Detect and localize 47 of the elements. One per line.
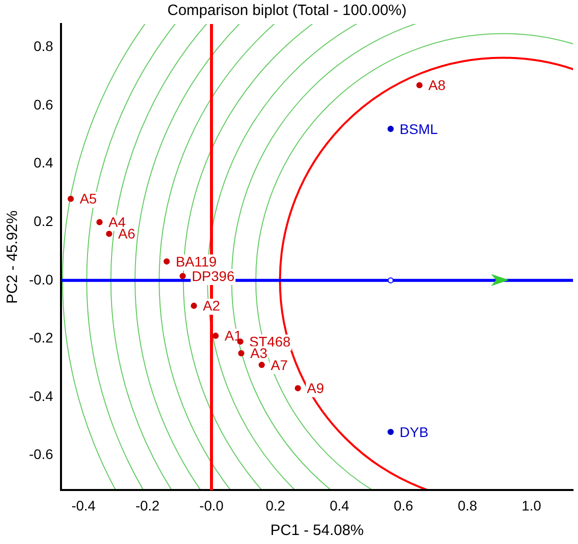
y-tick-label: -0.0 — [29, 271, 54, 288]
annotation: A7 — [270, 356, 288, 373]
x-tick-label: 0.8 — [458, 497, 478, 514]
y-axis-title: PC2 - 45.92% — [4, 210, 22, 304]
point — [388, 428, 394, 436]
annotation: A8 — [428, 77, 446, 94]
annotation: A2 — [202, 298, 220, 314]
annotation: A4 — [108, 214, 126, 230]
point — [238, 350, 244, 356]
point — [212, 332, 219, 339]
x-tick-label: 0.4 — [330, 497, 350, 514]
annotation: A9 — [306, 380, 324, 396]
annotation: A5 — [80, 190, 98, 207]
point — [237, 338, 244, 345]
point — [190, 302, 197, 309]
x-axis-title: PC1 - 54.08% — [270, 522, 364, 540]
y-tick-label: -0.2 — [29, 330, 54, 346]
annotation: A3 — [250, 345, 268, 362]
chart-title: Comparison biplot (Total - 100.00%) — [167, 2, 407, 20]
annotation: BSML — [400, 120, 438, 137]
x-tick-label: 0.6 — [394, 497, 414, 514]
point — [258, 362, 265, 368]
annotation: BA119 — [176, 253, 217, 270]
point — [180, 272, 186, 280]
point — [164, 258, 170, 265]
x-tick-label: -0.4 — [71, 497, 96, 514]
point — [68, 196, 74, 202]
y-tick-label: -0.6 — [29, 446, 54, 462]
point — [96, 219, 103, 226]
y-tick-label: -0.4 — [29, 388, 54, 404]
y-tick-label: 0.6 — [34, 96, 54, 112]
y-tick-label: 0.2 — [34, 212, 54, 229]
x-tick-label: -0.0 — [199, 497, 224, 514]
annotation: DYB — [400, 424, 428, 440]
annotation: DP396 — [192, 268, 235, 284]
point — [294, 385, 301, 392]
x-tick-label: 1.0 — [522, 497, 542, 514]
point — [416, 82, 423, 88]
x-tick-label: 0.2 — [266, 497, 286, 514]
y-tick-label: 0.8 — [34, 38, 54, 54]
y-tick-label: 0.4 — [34, 154, 54, 171]
x-tick-label: -0.2 — [135, 497, 160, 514]
point — [388, 277, 394, 284]
annotation: ST468 — [249, 333, 291, 350]
point — [388, 126, 394, 132]
point — [106, 230, 112, 237]
annotation: A6 — [118, 226, 136, 242]
